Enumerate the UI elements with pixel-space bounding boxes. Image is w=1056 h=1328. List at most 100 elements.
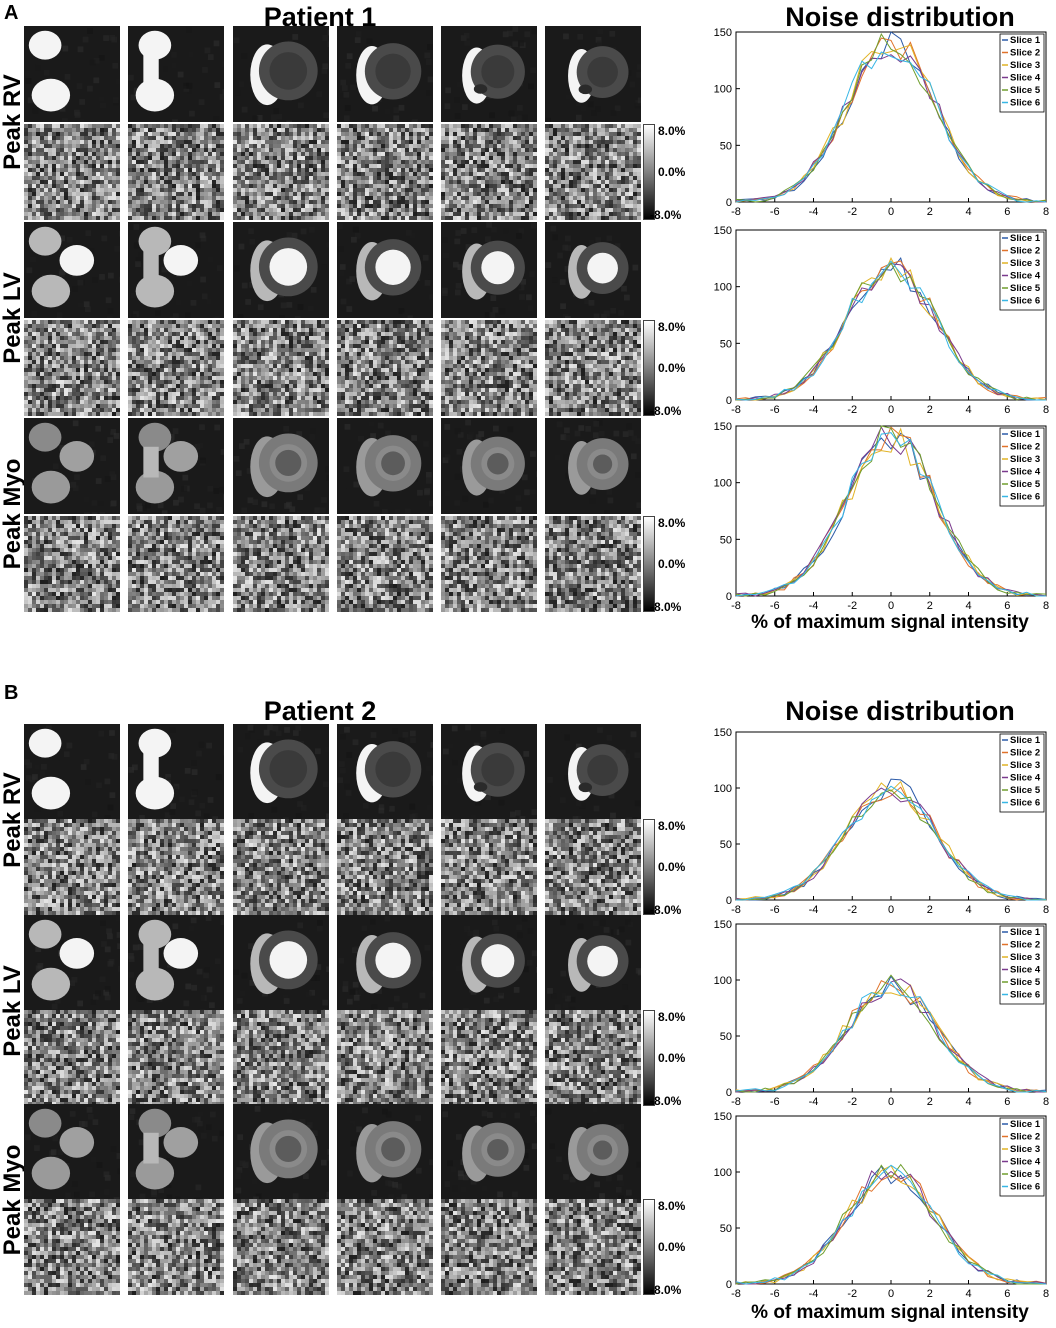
noise-map-tile xyxy=(545,1199,641,1295)
series-line-slice-6 xyxy=(735,260,1046,401)
legend-entry: Slice 4 xyxy=(1010,467,1041,478)
legend-entry: Slice 2 xyxy=(1010,442,1040,453)
y-tick-label: 50 xyxy=(720,839,732,851)
vessel xyxy=(143,446,159,478)
legend-entry: Slice 5 xyxy=(1010,479,1041,490)
series-line-slice-3 xyxy=(735,257,1047,401)
legend-entry: Slice 3 xyxy=(1010,952,1040,963)
cardiac-image-tile xyxy=(24,222,120,318)
colorbar-label-bottom: -8.0% xyxy=(650,404,681,418)
lv-cavity xyxy=(269,941,308,979)
legend-entry: Slice 5 xyxy=(1010,785,1041,796)
noise-map-tile xyxy=(337,516,433,612)
legend-box xyxy=(999,231,1045,311)
y-tick-label: 50 xyxy=(720,338,732,350)
vessel xyxy=(143,943,159,975)
cavity-blob xyxy=(135,1156,175,1190)
cavity-blob xyxy=(135,967,175,1001)
x-tick-label: 0 xyxy=(888,1288,894,1300)
lv-cavity xyxy=(269,52,308,90)
noise-map-tile xyxy=(24,124,120,220)
row-label: Peak RV xyxy=(0,74,27,170)
noise-map-tile xyxy=(545,320,641,416)
noise-map-tile xyxy=(441,124,537,220)
cardiac-image-tile xyxy=(545,26,641,122)
lv-core xyxy=(275,1135,302,1162)
legend-box xyxy=(999,925,1045,1005)
cavity-blob xyxy=(138,728,172,758)
lv-cavity xyxy=(375,53,411,89)
cardiac-image-tile xyxy=(128,724,224,820)
lv-core xyxy=(275,449,302,476)
cardiac-image-tile xyxy=(441,418,537,514)
x-tick-label: -2 xyxy=(847,1288,857,1300)
noise-map-tile xyxy=(24,516,120,612)
legend-entry: Slice 3 xyxy=(1010,760,1040,771)
vessel xyxy=(143,54,159,86)
cardiac-image-tile xyxy=(337,418,433,514)
cardiac-image-tile xyxy=(337,724,433,820)
x-tick-label: -4 xyxy=(809,1288,819,1300)
cardiac-image-tile xyxy=(128,915,224,1011)
legend-box xyxy=(999,33,1045,113)
x-tick-label: -6 xyxy=(770,1288,780,1300)
colorbar-label-bottom: -8.0% xyxy=(650,1094,681,1108)
cardiac-image-tile xyxy=(233,222,329,318)
y-tick-label: 50 xyxy=(720,140,732,152)
x-tick-label: -2 xyxy=(847,206,857,218)
cavity-blob xyxy=(28,226,62,256)
cavity-blob xyxy=(135,470,175,504)
cardiac-image-tile xyxy=(545,1104,641,1200)
cardiac-image-tile xyxy=(441,724,537,820)
legend-entry: Slice 6 xyxy=(1010,98,1040,109)
y-tick-label: 0 xyxy=(726,591,732,603)
cavity-blob xyxy=(138,422,172,452)
x-tick-label: 0 xyxy=(888,600,894,612)
cavity-blob xyxy=(28,728,62,758)
y-tick-label: 100 xyxy=(714,478,732,490)
x-tick-label: 2 xyxy=(927,904,933,916)
x-tick-label: 8 xyxy=(1043,404,1049,416)
x-tick-label: 4 xyxy=(965,1096,971,1108)
legend-entry: Slice 5 xyxy=(1010,283,1041,294)
x-tick-label: -6 xyxy=(770,1096,780,1108)
noise-map-tile xyxy=(441,1199,537,1295)
noise-map-tile xyxy=(128,819,224,915)
lv-cavity xyxy=(269,248,308,286)
cavity-blob xyxy=(163,1127,199,1158)
lv-cavity xyxy=(481,753,515,787)
x-tick-label: 0 xyxy=(888,1096,894,1108)
noise-map-tile xyxy=(233,516,329,612)
y-tick-label: 100 xyxy=(714,282,732,294)
cardiac-image-tile xyxy=(24,1104,120,1200)
plot-area xyxy=(735,1115,1047,1285)
legend-entry: Slice 3 xyxy=(1010,454,1040,465)
cavity-blob xyxy=(31,470,71,504)
cardiac-image-tile xyxy=(441,1104,537,1200)
series-line-slice-6 xyxy=(735,981,1047,1093)
y-tick-label: 0 xyxy=(726,1087,732,1099)
cardiac-image-tile xyxy=(233,724,329,820)
row-label: Peak LV xyxy=(0,272,27,364)
lv-cavity xyxy=(587,56,618,88)
x-tick-label: 4 xyxy=(965,600,971,612)
colorbar-label-top: 8.0% xyxy=(658,1199,685,1213)
papillary xyxy=(578,782,593,793)
x-tick-label: -6 xyxy=(770,404,780,416)
cardiac-image-tile xyxy=(233,915,329,1011)
cardiac-image-tile xyxy=(545,418,641,514)
noise-map-tile xyxy=(233,124,329,220)
vessel xyxy=(143,1132,159,1164)
x-tick-label: -4 xyxy=(809,904,819,916)
series-line-slice-3 xyxy=(735,984,1047,1093)
x-tick-label: 6 xyxy=(1004,1288,1010,1300)
cardiac-image-tile xyxy=(545,915,641,1011)
noise-map-tile xyxy=(233,1010,329,1106)
row-label: Peak Myo xyxy=(0,459,27,570)
x-tick-label: 4 xyxy=(965,206,971,218)
noise-map-tile xyxy=(337,320,433,416)
noise-map-tile xyxy=(545,819,641,915)
